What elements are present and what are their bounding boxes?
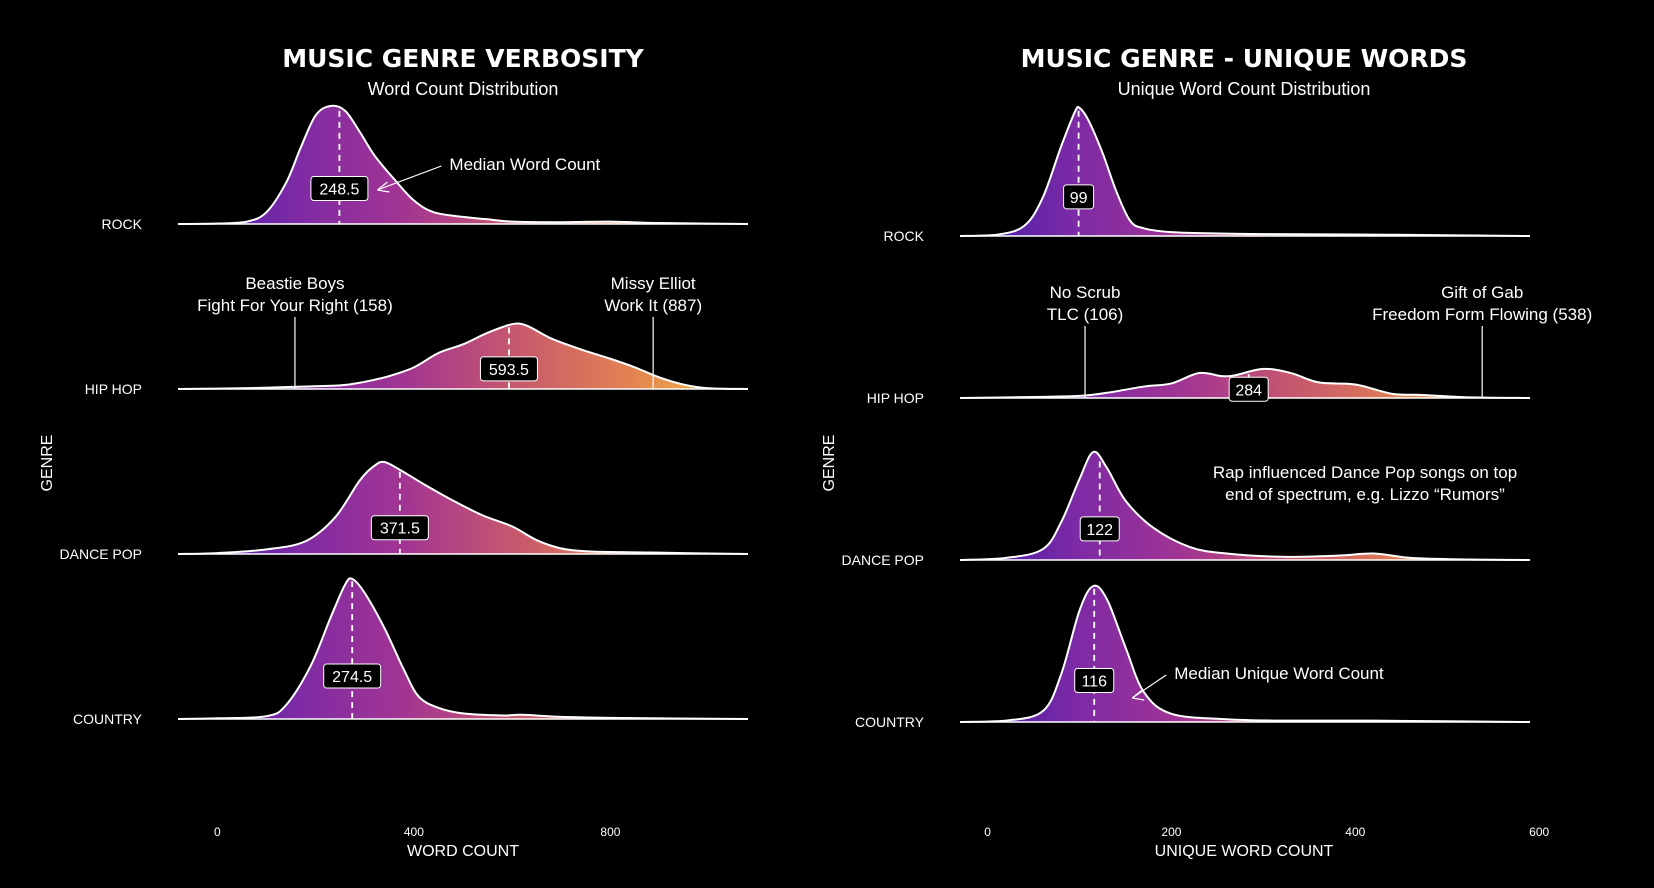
median-label: 371.5 [380,521,420,538]
x-tick-label: 200 [1161,825,1181,839]
x-axis-label: UNIQUE WORD COUNT [1155,843,1334,860]
median-label-box [479,356,538,382]
density-outline [177,104,749,225]
median-label: 122 [1086,522,1113,539]
chart-title: MUSIC GENRE - UNIQUE WORDS [1021,44,1468,73]
arrow-head [1131,689,1145,701]
median-label: 99 [1070,190,1088,207]
density-area [960,585,1530,722]
annotation-text: Median Unique Word Count [1174,664,1384,683]
annotation: Gift of Gab Freedom Form Flowing (538) [1372,283,1592,398]
genre-label: ROCK [884,228,925,244]
annotation: Beastie Boys Fight For Your Right (158) [197,274,393,389]
density-area [178,323,748,389]
median-label-box [1228,376,1269,402]
y-axis-label: GENRE [39,435,56,492]
annotation-arrow [377,165,442,191]
median-label-box [323,663,382,689]
median-label: 116 [1081,673,1107,690]
chart-2: MUSIC GENRE - UNIQUE WORDS Unique Word Co… [821,44,1592,860]
density-area [178,461,748,554]
ridge-rock: 99 ROCK [884,105,1531,244]
ridge-hip-hop: 284 HIP HOP [867,367,1531,406]
median-label-box [1074,667,1115,693]
genre-label: COUNTRY [73,711,143,727]
arrow-head [377,181,390,193]
genre-label: COUNTRY [855,714,925,730]
ridge-hip-hop: 593.5 HIP HOP [85,322,749,397]
ridge-dance-pop: 371.5 DANCE POP [60,460,749,562]
x-axis-label: WORD COUNT [407,843,519,860]
annotation: Median Word Count [377,155,601,193]
median-label-box [310,175,369,201]
annotation-text: end of spectrum, e.g. Lizzo “Rumors” [1225,485,1505,504]
x-tick-label: 400 [1345,825,1365,839]
median-label: 284 [1235,382,1262,399]
genre-label: HIP HOP [85,381,142,397]
annotation: No Scrub TLC (106) [1047,283,1124,398]
density-outline [959,367,1531,399]
annotation-text: Fight For Your Right (158) [197,296,393,315]
x-tick-label: 800 [600,825,620,839]
density-outline [177,577,749,720]
chart-subtitle: Unique Word Count Distribution [1118,79,1371,99]
x-tick-label: 600 [1529,825,1549,839]
density-outline [177,322,749,390]
density-outline [177,460,749,555]
x-tick-label: 400 [404,825,424,839]
chart-title: MUSIC GENRE VERBOSITY [282,44,644,73]
density-area [960,106,1530,236]
annotation: Missy Elliot Work It (887) [604,274,702,389]
x-tick-label: 0 [214,825,221,839]
annotation-text: No Scrub [1050,283,1121,302]
annotation-text: Median Word Count [449,155,600,174]
genre-label: DANCE POP [842,552,924,568]
annotation-text: Missy Elliot [611,274,696,293]
annotation-text: TLC (106) [1047,305,1124,324]
ridge-country: 274.5 COUNTRY [73,577,749,727]
ridge-dance-pop: 122 DANCE POP [842,450,1531,568]
x-tick-label: 0 [984,825,991,839]
median-label-box [370,515,429,541]
genre-label: DANCE POP [60,546,142,562]
median-label: 274.5 [332,669,372,686]
y-axis-label: GENRE [821,435,838,492]
genre-label: HIP HOP [867,390,924,406]
median-label-box [1063,184,1095,210]
density-outline [959,105,1531,237]
chart-1: MUSIC GENRE VERBOSITY Word Count Distribu… [39,44,749,860]
annotation-text: Freedom Form Flowing (538) [1372,305,1592,324]
genre-label: ROCK [102,216,143,232]
annotation-text: Work It (887) [604,296,702,315]
chart-subtitle: Word Count Distribution [368,79,559,99]
median-label: 248.5 [319,181,359,198]
median-label: 593.5 [489,362,529,379]
annotation: Rap influenced Dance Pop songs on top end… [1213,463,1517,504]
annotation-text: Gift of Gab [1441,283,1523,302]
ridge-country: 116 COUNTRY [855,584,1531,730]
density-outline [959,584,1531,723]
annotation-text: Beastie Boys [245,274,344,293]
density-outline [959,450,1531,561]
annotation: Median Unique Word Count [1131,664,1384,701]
ridge-rock: 248.5 ROCK [102,104,749,232]
median-label-box [1079,516,1120,542]
annotation-text: Rap influenced Dance Pop songs on top [1213,463,1517,482]
density-area [178,578,748,719]
